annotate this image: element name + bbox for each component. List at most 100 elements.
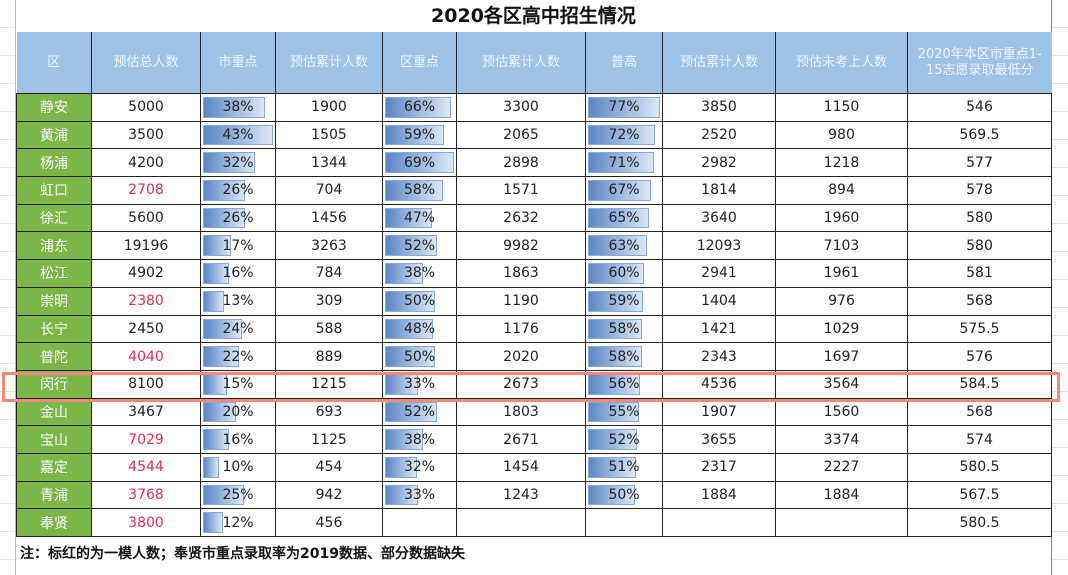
- total-cell[interactable]: 3768: [91, 480, 201, 510]
- column-header[interactable]: 预估总人数: [91, 32, 201, 94]
- column-header[interactable]: 普高: [585, 32, 663, 94]
- total-cell[interactable]: 2450: [91, 314, 201, 344]
- cum1-cell[interactable]: 704: [275, 176, 383, 205]
- dist-key-cell[interactable]: 47%: [382, 203, 457, 233]
- city-key-cell[interactable]: 22%: [200, 342, 276, 371]
- min-score-cell[interactable]: 584.5: [907, 369, 1052, 399]
- total-cell[interactable]: 2708: [91, 176, 201, 205]
- not-admitted-cell[interactable]: 894: [775, 176, 908, 205]
- min-score-cell[interactable]: 574: [907, 425, 1052, 454]
- city-key-cell[interactable]: 32%: [200, 148, 276, 178]
- not-admitted-cell[interactable]: [775, 508, 908, 537]
- general-cell[interactable]: 56%: [585, 369, 663, 399]
- city-key-cell[interactable]: 20%: [200, 397, 276, 427]
- dist-key-cell[interactable]: 50%: [382, 286, 457, 316]
- district-cell[interactable]: 徐汇: [16, 203, 92, 233]
- cum3-cell[interactable]: 3640: [662, 203, 776, 233]
- district-cell[interactable]: 黄浦: [16, 120, 92, 150]
- city-key-cell[interactable]: 15%: [200, 369, 276, 399]
- district-cell[interactable]: 青浦: [16, 480, 92, 510]
- min-score-cell[interactable]: 546: [907, 93, 1052, 122]
- column-header[interactable]: 预估累计人数: [456, 32, 586, 94]
- cum2-cell[interactable]: 2671: [456, 425, 586, 454]
- cum1-cell[interactable]: 784: [275, 259, 383, 288]
- general-cell[interactable]: 58%: [585, 314, 663, 344]
- total-cell[interactable]: 4544: [91, 452, 201, 482]
- district-cell[interactable]: 杨浦: [16, 148, 92, 178]
- city-key-cell[interactable]: 25%: [200, 480, 276, 510]
- district-cell[interactable]: 金山: [16, 397, 92, 427]
- cum1-cell[interactable]: 1456: [275, 203, 383, 233]
- column-header[interactable]: 预估累计人数: [662, 32, 776, 94]
- cum3-cell[interactable]: 2520: [662, 120, 776, 150]
- cum2-cell[interactable]: 1571: [456, 176, 586, 205]
- column-header[interactable]: 预估未考上人数: [775, 32, 908, 94]
- city-key-cell[interactable]: 16%: [200, 425, 276, 454]
- column-header[interactable]: 区: [16, 32, 92, 94]
- dist-key-cell[interactable]: 50%: [382, 342, 457, 371]
- min-score-cell[interactable]: 567.5: [907, 480, 1052, 510]
- dist-key-cell[interactable]: 52%: [382, 397, 457, 427]
- not-admitted-cell[interactable]: 1960: [775, 203, 908, 233]
- district-cell[interactable]: 闵行: [16, 369, 92, 399]
- min-score-cell[interactable]: 576: [907, 342, 1052, 371]
- city-key-cell[interactable]: 38%: [200, 93, 276, 122]
- district-cell[interactable]: 奉贤: [16, 508, 92, 537]
- district-cell[interactable]: 静安: [16, 93, 92, 122]
- cum2-cell[interactable]: 3300: [456, 93, 586, 122]
- cum3-cell[interactable]: 4536: [662, 369, 776, 399]
- total-cell[interactable]: 4040: [91, 342, 201, 371]
- not-admitted-cell[interactable]: 976: [775, 286, 908, 316]
- cum2-cell[interactable]: [456, 508, 586, 537]
- min-score-cell[interactable]: 580: [907, 203, 1052, 233]
- min-score-cell[interactable]: 578: [907, 176, 1052, 205]
- general-cell[interactable]: 71%: [585, 148, 663, 178]
- dist-key-cell[interactable]: 48%: [382, 314, 457, 344]
- cum2-cell[interactable]: 1243: [456, 480, 586, 510]
- general-cell[interactable]: 65%: [585, 203, 663, 233]
- general-cell[interactable]: 60%: [585, 259, 663, 288]
- not-admitted-cell[interactable]: 1218: [775, 148, 908, 178]
- dist-key-cell[interactable]: 66%: [382, 93, 457, 122]
- cum2-cell[interactable]: 1803: [456, 397, 586, 427]
- city-key-cell[interactable]: 43%: [200, 120, 276, 150]
- cum3-cell[interactable]: 3850: [662, 93, 776, 122]
- cum1-cell[interactable]: 454: [275, 452, 383, 482]
- min-score-cell[interactable]: 575.5: [907, 314, 1052, 344]
- city-key-cell[interactable]: 17%: [200, 231, 276, 261]
- not-admitted-cell[interactable]: 2227: [775, 452, 908, 482]
- cum1-cell[interactable]: 588: [275, 314, 383, 344]
- cum1-cell[interactable]: 3263: [275, 231, 383, 261]
- city-key-cell[interactable]: 10%: [200, 452, 276, 482]
- cum1-cell[interactable]: 693: [275, 397, 383, 427]
- min-score-cell[interactable]: 569.5: [907, 120, 1052, 150]
- cum3-cell[interactable]: 2941: [662, 259, 776, 288]
- total-cell[interactable]: 3800: [91, 508, 201, 537]
- city-key-cell[interactable]: 12%: [200, 508, 276, 537]
- total-cell[interactable]: 4902: [91, 259, 201, 288]
- general-cell[interactable]: 63%: [585, 231, 663, 261]
- not-admitted-cell[interactable]: 1961: [775, 259, 908, 288]
- cum3-cell[interactable]: 1421: [662, 314, 776, 344]
- min-score-cell[interactable]: 580.5: [907, 452, 1052, 482]
- min-score-cell[interactable]: 580.5: [907, 508, 1052, 537]
- district-cell[interactable]: 崇明: [16, 286, 92, 316]
- general-cell[interactable]: 50%: [585, 480, 663, 510]
- not-admitted-cell[interactable]: 7103: [775, 231, 908, 261]
- general-cell[interactable]: 52%: [585, 425, 663, 454]
- min-score-cell[interactable]: 568: [907, 286, 1052, 316]
- cum1-cell[interactable]: 1125: [275, 425, 383, 454]
- dist-key-cell[interactable]: 33%: [382, 369, 457, 399]
- cum2-cell[interactable]: 2673: [456, 369, 586, 399]
- cum3-cell[interactable]: 1907: [662, 397, 776, 427]
- general-cell[interactable]: [585, 508, 663, 537]
- general-cell[interactable]: 55%: [585, 397, 663, 427]
- min-score-cell[interactable]: 581: [907, 259, 1052, 288]
- dist-key-cell[interactable]: 38%: [382, 425, 457, 454]
- cum1-cell[interactable]: 889: [275, 342, 383, 371]
- cum2-cell[interactable]: 2632: [456, 203, 586, 233]
- district-cell[interactable]: 普陀: [16, 342, 92, 371]
- dist-key-cell[interactable]: 38%: [382, 259, 457, 288]
- dist-key-cell[interactable]: 69%: [382, 148, 457, 178]
- cum3-cell[interactable]: 2982: [662, 148, 776, 178]
